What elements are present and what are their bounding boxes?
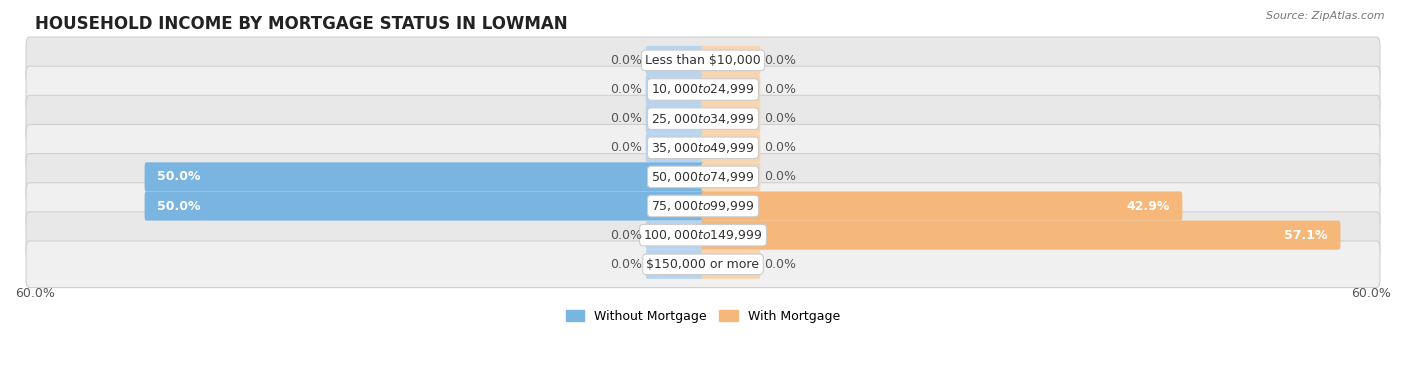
Text: 0.0%: 0.0% — [610, 83, 641, 96]
Text: 50.0%: 50.0% — [157, 170, 201, 183]
Text: 0.0%: 0.0% — [610, 112, 641, 125]
FancyBboxPatch shape — [27, 183, 1379, 229]
Text: 0.0%: 0.0% — [765, 83, 796, 96]
FancyBboxPatch shape — [27, 66, 1379, 113]
FancyBboxPatch shape — [645, 46, 704, 75]
Text: 50.0%: 50.0% — [157, 199, 201, 213]
Text: 0.0%: 0.0% — [765, 54, 796, 67]
FancyBboxPatch shape — [702, 75, 761, 104]
FancyBboxPatch shape — [702, 104, 761, 133]
Text: Less than $10,000: Less than $10,000 — [645, 54, 761, 67]
FancyBboxPatch shape — [702, 221, 1340, 250]
Text: 42.9%: 42.9% — [1126, 199, 1170, 213]
Text: $100,000 to $149,999: $100,000 to $149,999 — [644, 228, 762, 242]
Text: 0.0%: 0.0% — [765, 170, 796, 183]
FancyBboxPatch shape — [27, 37, 1379, 84]
Text: Source: ZipAtlas.com: Source: ZipAtlas.com — [1267, 11, 1385, 21]
Legend: Without Mortgage, With Mortgage: Without Mortgage, With Mortgage — [561, 305, 845, 328]
Text: $25,000 to $34,999: $25,000 to $34,999 — [651, 112, 755, 126]
Text: $35,000 to $49,999: $35,000 to $49,999 — [651, 141, 755, 155]
Text: $10,000 to $24,999: $10,000 to $24,999 — [651, 83, 755, 97]
Text: HOUSEHOLD INCOME BY MORTGAGE STATUS IN LOWMAN: HOUSEHOLD INCOME BY MORTGAGE STATUS IN L… — [35, 15, 568, 33]
FancyBboxPatch shape — [645, 133, 704, 162]
FancyBboxPatch shape — [145, 162, 704, 192]
FancyBboxPatch shape — [702, 192, 1182, 221]
FancyBboxPatch shape — [702, 250, 761, 279]
Text: 0.0%: 0.0% — [765, 258, 796, 271]
Text: $50,000 to $74,999: $50,000 to $74,999 — [651, 170, 755, 184]
Text: 0.0%: 0.0% — [765, 141, 796, 154]
FancyBboxPatch shape — [27, 95, 1379, 142]
Text: $75,000 to $99,999: $75,000 to $99,999 — [651, 199, 755, 213]
Text: $150,000 or more: $150,000 or more — [647, 258, 759, 271]
FancyBboxPatch shape — [145, 192, 704, 221]
FancyBboxPatch shape — [645, 250, 704, 279]
FancyBboxPatch shape — [27, 212, 1379, 259]
Text: 0.0%: 0.0% — [765, 112, 796, 125]
FancyBboxPatch shape — [702, 46, 761, 75]
Text: 0.0%: 0.0% — [610, 54, 641, 67]
FancyBboxPatch shape — [702, 162, 761, 192]
Text: 0.0%: 0.0% — [610, 258, 641, 271]
FancyBboxPatch shape — [645, 75, 704, 104]
FancyBboxPatch shape — [27, 153, 1379, 200]
FancyBboxPatch shape — [702, 133, 761, 162]
FancyBboxPatch shape — [645, 221, 704, 250]
FancyBboxPatch shape — [27, 124, 1379, 171]
FancyBboxPatch shape — [645, 104, 704, 133]
Text: 0.0%: 0.0% — [610, 141, 641, 154]
Text: 57.1%: 57.1% — [1284, 229, 1327, 242]
Text: 0.0%: 0.0% — [610, 229, 641, 242]
FancyBboxPatch shape — [27, 241, 1379, 288]
